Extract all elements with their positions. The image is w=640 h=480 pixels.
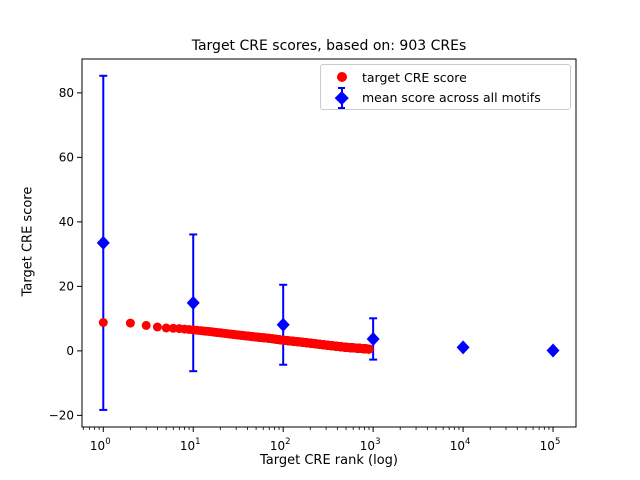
- mean-score-diamond: [546, 343, 560, 358]
- x-tick-label: 100: [90, 437, 111, 453]
- chart-title: Target CRE scores, based on: 903 CREs: [191, 38, 467, 54]
- x-tick-label: 102: [270, 437, 291, 453]
- legend-label: mean score across all motifs: [362, 90, 541, 106]
- y-axis-ticks: −20 0 20 40 60 80: [49, 86, 82, 422]
- y-tick-label: 0: [66, 344, 74, 358]
- target-score-point: [364, 344, 374, 354]
- mean-score-diamond: [276, 317, 290, 332]
- x-axis-label: Target CRE rank (log): [260, 453, 398, 468]
- mean-score-series: [96, 235, 560, 358]
- legend-label: target CRE score: [362, 69, 467, 85]
- mean-score-diamond: [366, 331, 380, 346]
- target-score-point: [125, 318, 135, 328]
- y-tick-label: 40: [59, 215, 74, 229]
- target-score-point: [161, 323, 171, 333]
- y-axis-label: Target CRE score: [20, 186, 36, 297]
- x-tick-label: 105: [540, 437, 561, 453]
- x-tick-label: 103: [360, 437, 381, 453]
- y-tick-label: 60: [59, 150, 74, 164]
- x-tick-label: 101: [180, 437, 201, 453]
- mean-score-diamond: [186, 295, 200, 310]
- target-score-point: [152, 322, 162, 332]
- y-tick-label: −20: [49, 408, 74, 422]
- legend-entry-target-cre-score: target CRE score: [321, 67, 570, 88]
- mean-score-diamond: [96, 235, 110, 250]
- red-circle-marker-icon: [321, 72, 362, 83]
- target-score-point: [98, 318, 108, 327]
- axes-frame: [81, 58, 577, 428]
- target-score-point: [141, 320, 151, 330]
- y-tick-label: 20: [59, 279, 74, 293]
- x-axis-ticks: 100 101 102 103 104 105: [82, 427, 561, 453]
- y-tick-label: 80: [59, 86, 74, 100]
- x-tick-label: 104: [450, 437, 471, 453]
- mean-score-diamond: [456, 340, 470, 355]
- blue-diamond-marker-icon: [321, 86, 362, 109]
- mean-score-error-bars: [99, 74, 378, 411]
- legend-entry-mean-score: mean score across all motifs: [321, 86, 570, 109]
- target-score-series: [98, 318, 374, 354]
- legend: target CRE score mean score across all m…: [320, 64, 571, 110]
